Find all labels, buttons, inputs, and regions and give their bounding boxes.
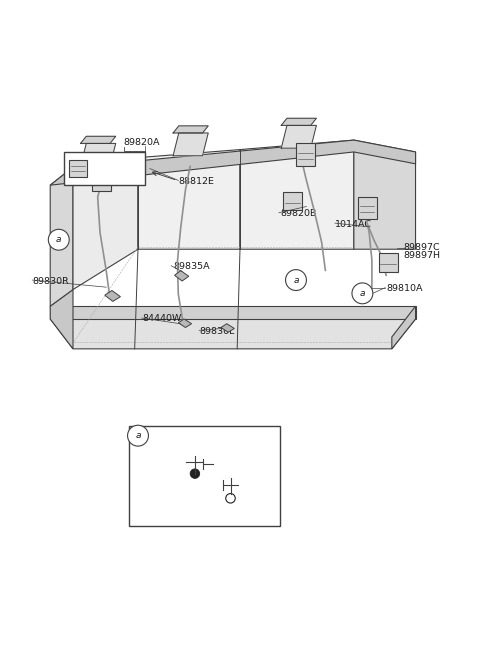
Polygon shape <box>354 140 416 249</box>
Polygon shape <box>179 319 192 328</box>
Polygon shape <box>173 126 208 133</box>
Text: a: a <box>360 289 365 298</box>
Text: 88878: 88878 <box>221 469 251 478</box>
Polygon shape <box>138 149 240 249</box>
Polygon shape <box>50 319 416 349</box>
Polygon shape <box>379 253 397 272</box>
Polygon shape <box>50 140 416 185</box>
Polygon shape <box>392 306 416 349</box>
Text: 88877: 88877 <box>235 500 265 508</box>
FancyBboxPatch shape <box>64 152 145 185</box>
Text: a: a <box>56 235 61 244</box>
Polygon shape <box>281 125 316 148</box>
Polygon shape <box>283 192 301 210</box>
Text: 89897H: 89897H <box>404 251 441 260</box>
Text: 88812E: 88812E <box>179 177 214 186</box>
Text: a: a <box>135 431 141 440</box>
Polygon shape <box>81 136 116 143</box>
FancyBboxPatch shape <box>129 426 280 526</box>
Text: a: a <box>293 276 299 284</box>
Circle shape <box>286 270 306 291</box>
Polygon shape <box>69 160 87 177</box>
Polygon shape <box>105 291 120 301</box>
Polygon shape <box>92 168 111 191</box>
Polygon shape <box>240 140 354 249</box>
Polygon shape <box>50 167 73 306</box>
Circle shape <box>48 229 69 250</box>
Text: 1014AC: 1014AC <box>335 219 372 229</box>
Text: 89820A: 89820A <box>124 138 160 147</box>
Polygon shape <box>50 290 73 349</box>
Text: 89897C: 89897C <box>404 243 440 252</box>
Polygon shape <box>296 143 315 166</box>
Polygon shape <box>175 271 189 281</box>
Circle shape <box>128 425 148 446</box>
Circle shape <box>190 469 200 478</box>
Text: 89898A: 89898A <box>69 170 106 179</box>
Polygon shape <box>173 133 208 156</box>
Text: 89830L: 89830L <box>200 327 235 336</box>
Text: 89820B: 89820B <box>280 209 317 218</box>
Polygon shape <box>358 196 377 219</box>
Text: 84440W: 84440W <box>143 314 182 324</box>
Polygon shape <box>73 158 138 290</box>
Text: 89830R: 89830R <box>32 276 69 286</box>
Polygon shape <box>81 143 116 166</box>
Text: 89810A: 89810A <box>386 284 422 293</box>
Polygon shape <box>281 119 316 125</box>
Text: 89835A: 89835A <box>174 262 210 271</box>
Text: 89898H: 89898H <box>69 162 106 172</box>
Polygon shape <box>221 324 234 332</box>
Polygon shape <box>50 306 416 319</box>
Circle shape <box>352 283 373 304</box>
